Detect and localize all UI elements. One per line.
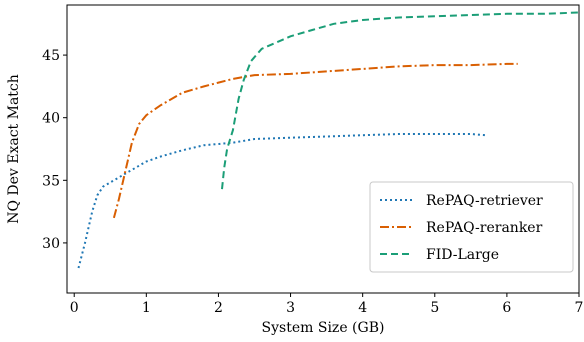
x-tick-label: 1 <box>142 300 151 316</box>
x-tick-label: 2 <box>214 300 223 316</box>
x-tick-label: 5 <box>430 300 439 316</box>
y-tick-label: 35 <box>42 173 60 189</box>
x-tick-label: 6 <box>502 300 511 316</box>
x-tick-label: 7 <box>575 300 584 316</box>
x-tick-label: 4 <box>358 300 367 316</box>
legend-label-2: FID-Large <box>426 247 499 263</box>
legend: RePAQ-retriever RePAQ-reranker FID-Large <box>370 182 573 272</box>
legend-label-1: RePAQ-reranker <box>426 220 543 236</box>
x-axis-label: System Size (GB) <box>262 320 385 336</box>
x-tick-label: 3 <box>286 300 295 316</box>
legend-label-0: RePAQ-retriever <box>426 193 543 209</box>
y-tick-label: 45 <box>42 48 60 64</box>
series-line-2 <box>222 13 579 190</box>
y-axis-label: NQ Dev Exact Match <box>6 74 22 224</box>
y-tick-label: 30 <box>42 236 60 252</box>
x-tick-label: 0 <box>70 300 79 316</box>
y-tick-label: 40 <box>42 111 60 127</box>
x-axis-ticks: 0 1 2 3 4 5 6 7 <box>70 293 584 316</box>
y-axis-ticks: 30 35 40 45 <box>42 48 67 252</box>
